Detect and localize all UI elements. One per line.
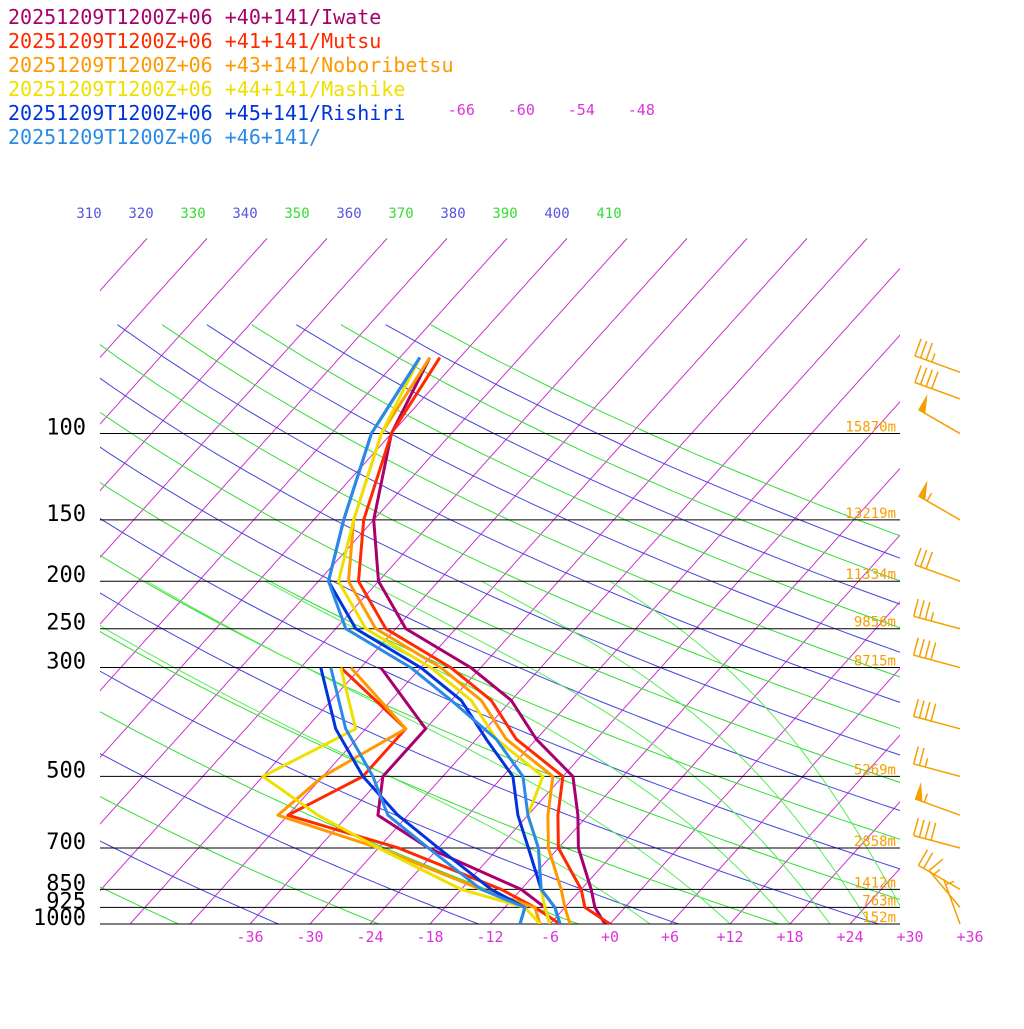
height-label: 9856m bbox=[854, 615, 896, 631]
theta-label: 390 bbox=[492, 206, 517, 222]
temperature-tick-label: -30 bbox=[296, 928, 323, 946]
legend-entry-5: 20251209T1200Z+06 +45+141/Rishiri bbox=[8, 101, 405, 125]
wind-barb bbox=[915, 339, 960, 372]
height-label: 5269m bbox=[854, 762, 896, 778]
wind-barb bbox=[915, 782, 960, 815]
dry-adiabat-line bbox=[0, 325, 879, 924]
legend-entry-4: 20251209T1200Z+06 +44+141/Mashike bbox=[8, 77, 405, 101]
height-label: 152m bbox=[862, 910, 896, 926]
temperature-tick-label: +12 bbox=[716, 928, 743, 946]
theta-label: 330 bbox=[180, 206, 205, 222]
temperature-tick-label: -12 bbox=[476, 928, 503, 946]
dry-adiabat-line bbox=[252, 325, 1024, 924]
height-label: 763m bbox=[862, 893, 896, 909]
temperature-tick-label: -18 bbox=[416, 928, 443, 946]
height-label: 11334m bbox=[845, 567, 896, 583]
theta-label: 340 bbox=[232, 206, 257, 222]
temperature-tick-label: +24 bbox=[836, 928, 863, 946]
isotherm-top-label: -54 bbox=[568, 101, 595, 119]
theta-label: 370 bbox=[388, 206, 413, 222]
wind-barb bbox=[914, 747, 960, 777]
dry-adiabat-line bbox=[207, 325, 1024, 924]
dry-adiabat-line bbox=[0, 325, 279, 924]
theta-label: 400 bbox=[544, 206, 569, 222]
temperature-tick-label: -6 bbox=[541, 928, 559, 946]
moist-adiabat-line bbox=[364, 581, 830, 924]
theta-label: 360 bbox=[336, 206, 361, 222]
wind-barb bbox=[914, 638, 960, 668]
dry-adiabat-line bbox=[0, 325, 179, 924]
wind-barb bbox=[914, 599, 960, 629]
temperature-tick-label: +18 bbox=[776, 928, 803, 946]
pressure-tick-label: 1000 bbox=[33, 906, 86, 931]
theta-label: 310 bbox=[76, 206, 101, 222]
isotherm-line bbox=[0, 238, 27, 924]
wind-barb bbox=[915, 548, 960, 581]
wind-barb bbox=[944, 879, 960, 924]
pressure-tick-label: 700 bbox=[46, 830, 86, 855]
theta-label: 350 bbox=[284, 206, 309, 222]
wind-barb bbox=[914, 699, 960, 729]
dry-adiabat-line bbox=[341, 325, 1024, 924]
pressure-tick-label: 500 bbox=[46, 758, 86, 783]
temperature-tick-label: +0 bbox=[601, 928, 619, 946]
height-label: 8715m bbox=[854, 654, 896, 670]
theta-label: 380 bbox=[440, 206, 465, 222]
isotherm-top-label: -48 bbox=[628, 101, 655, 119]
isotherm-top-label: -66 bbox=[448, 101, 475, 119]
pressure-tick-label: 250 bbox=[46, 611, 86, 636]
temperature-tick-label: +36 bbox=[956, 928, 983, 946]
legend-entry-2: 20251209T1200Z+06 +41+141/Mutsu bbox=[8, 29, 381, 53]
dry-adiabat-line bbox=[0, 325, 778, 924]
temperature-tick-label: -24 bbox=[356, 928, 383, 946]
height-label: 13219m bbox=[845, 506, 896, 522]
temperature-tick-label: -36 bbox=[236, 928, 263, 946]
legend-entry-3: 20251209T1200Z+06 +43+141/Noboribetsu bbox=[8, 53, 454, 77]
legend-entry-6: 20251209T1200Z+06 +46+141/ bbox=[8, 125, 321, 149]
pressure-tick-label: 200 bbox=[46, 563, 86, 588]
isotherm-line bbox=[970, 238, 1024, 924]
temperature-tick-label: +30 bbox=[896, 928, 923, 946]
isotherm-top-label: -60 bbox=[508, 101, 535, 119]
theta-label: 320 bbox=[128, 206, 153, 222]
pressure-tick-label: 150 bbox=[46, 502, 86, 527]
pressure-tick-label: 100 bbox=[46, 416, 86, 441]
height-label: 15870m bbox=[845, 420, 896, 436]
dewpoint-profile-4 bbox=[263, 668, 540, 924]
wind-barb bbox=[918, 480, 960, 520]
height-label: 1412m bbox=[854, 875, 896, 891]
theta-label: 410 bbox=[596, 206, 621, 222]
wind-barb bbox=[918, 394, 960, 434]
wind-barb bbox=[914, 818, 960, 848]
temperature-tick-label: +6 bbox=[661, 928, 679, 946]
legend-entry-1: 20251209T1200Z+06 +40+141/Iwate bbox=[8, 5, 381, 29]
height-label: 2858m bbox=[854, 834, 896, 850]
pressure-tick-label: 300 bbox=[46, 650, 86, 675]
